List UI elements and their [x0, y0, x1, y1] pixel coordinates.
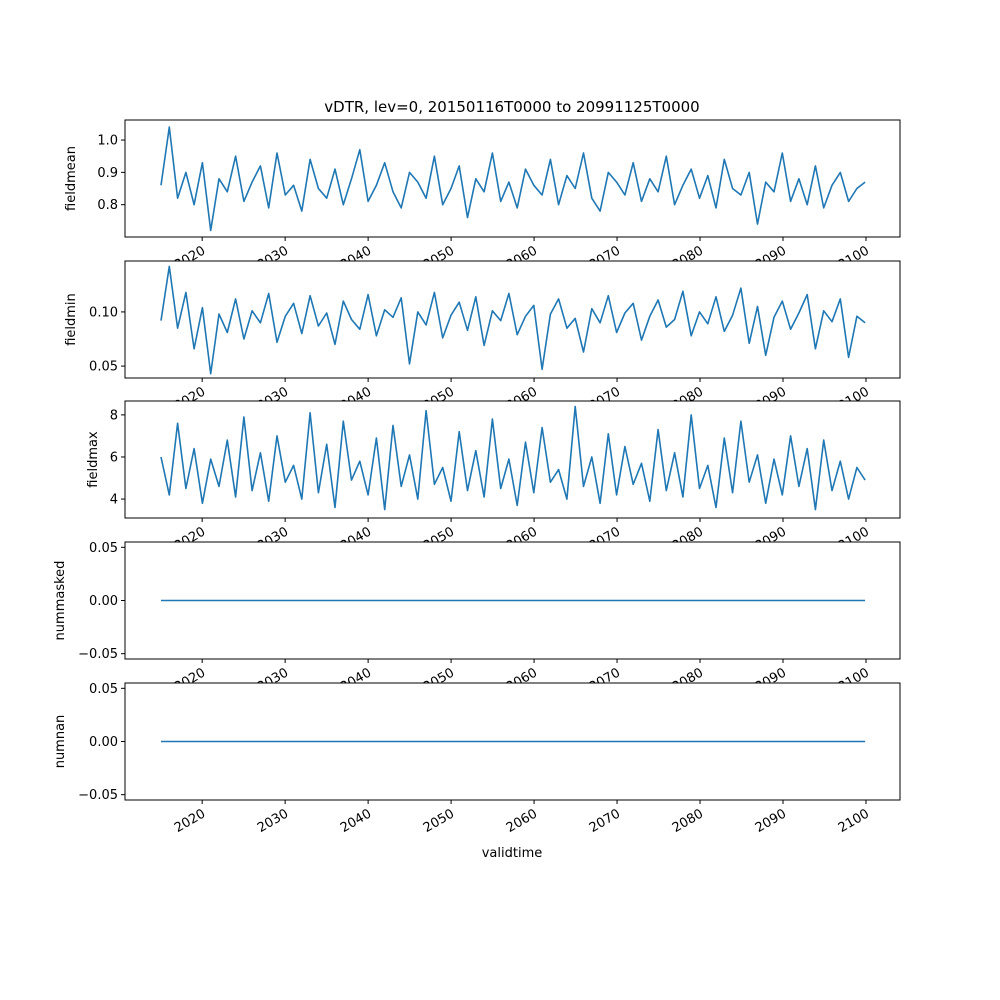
chart-title: vDTR, lev=0, 20150116T0000 to 20991125T0…	[324, 98, 699, 116]
y-axis-label: fieldmean	[64, 146, 79, 211]
series-line-fieldmax	[160, 405, 866, 511]
axes-frame	[124, 260, 901, 379]
y-tick-label: 4	[110, 493, 118, 508]
y-axis-label: fieldmin	[64, 293, 79, 346]
axes-frame	[124, 119, 901, 238]
y-tick-label: 0.00	[89, 735, 118, 750]
y-tick-label: 0.05	[89, 541, 118, 556]
series-line-fieldmean	[160, 126, 866, 232]
plot-area	[125, 401, 900, 518]
y-axis-label: fieldmax	[86, 431, 101, 488]
plot-area	[125, 120, 900, 237]
y-tick-label: 0.00	[89, 594, 118, 609]
y-tick-label: 6	[110, 450, 118, 465]
y-tick-label: 0.8	[97, 198, 118, 213]
y-tick-label: 0.05	[89, 682, 118, 697]
y-tick-label: 0.10	[89, 305, 118, 320]
y-tick-label: 1.0	[97, 134, 118, 149]
y-tick-label: 8	[110, 408, 118, 423]
y-tick-label: 0.05	[89, 360, 118, 375]
series-line-fieldmin	[160, 265, 866, 375]
x-axis-label: validtime	[482, 846, 543, 861]
y-tick-label: −0.05	[78, 788, 118, 803]
axes-frame	[124, 400, 901, 519]
y-tick-label: −0.05	[78, 647, 118, 662]
plot-area	[125, 261, 900, 378]
y-axis-label: numnan	[53, 715, 68, 769]
y-axis-label: nummasked	[53, 561, 68, 641]
y-tick-label: 0.9	[97, 166, 118, 181]
